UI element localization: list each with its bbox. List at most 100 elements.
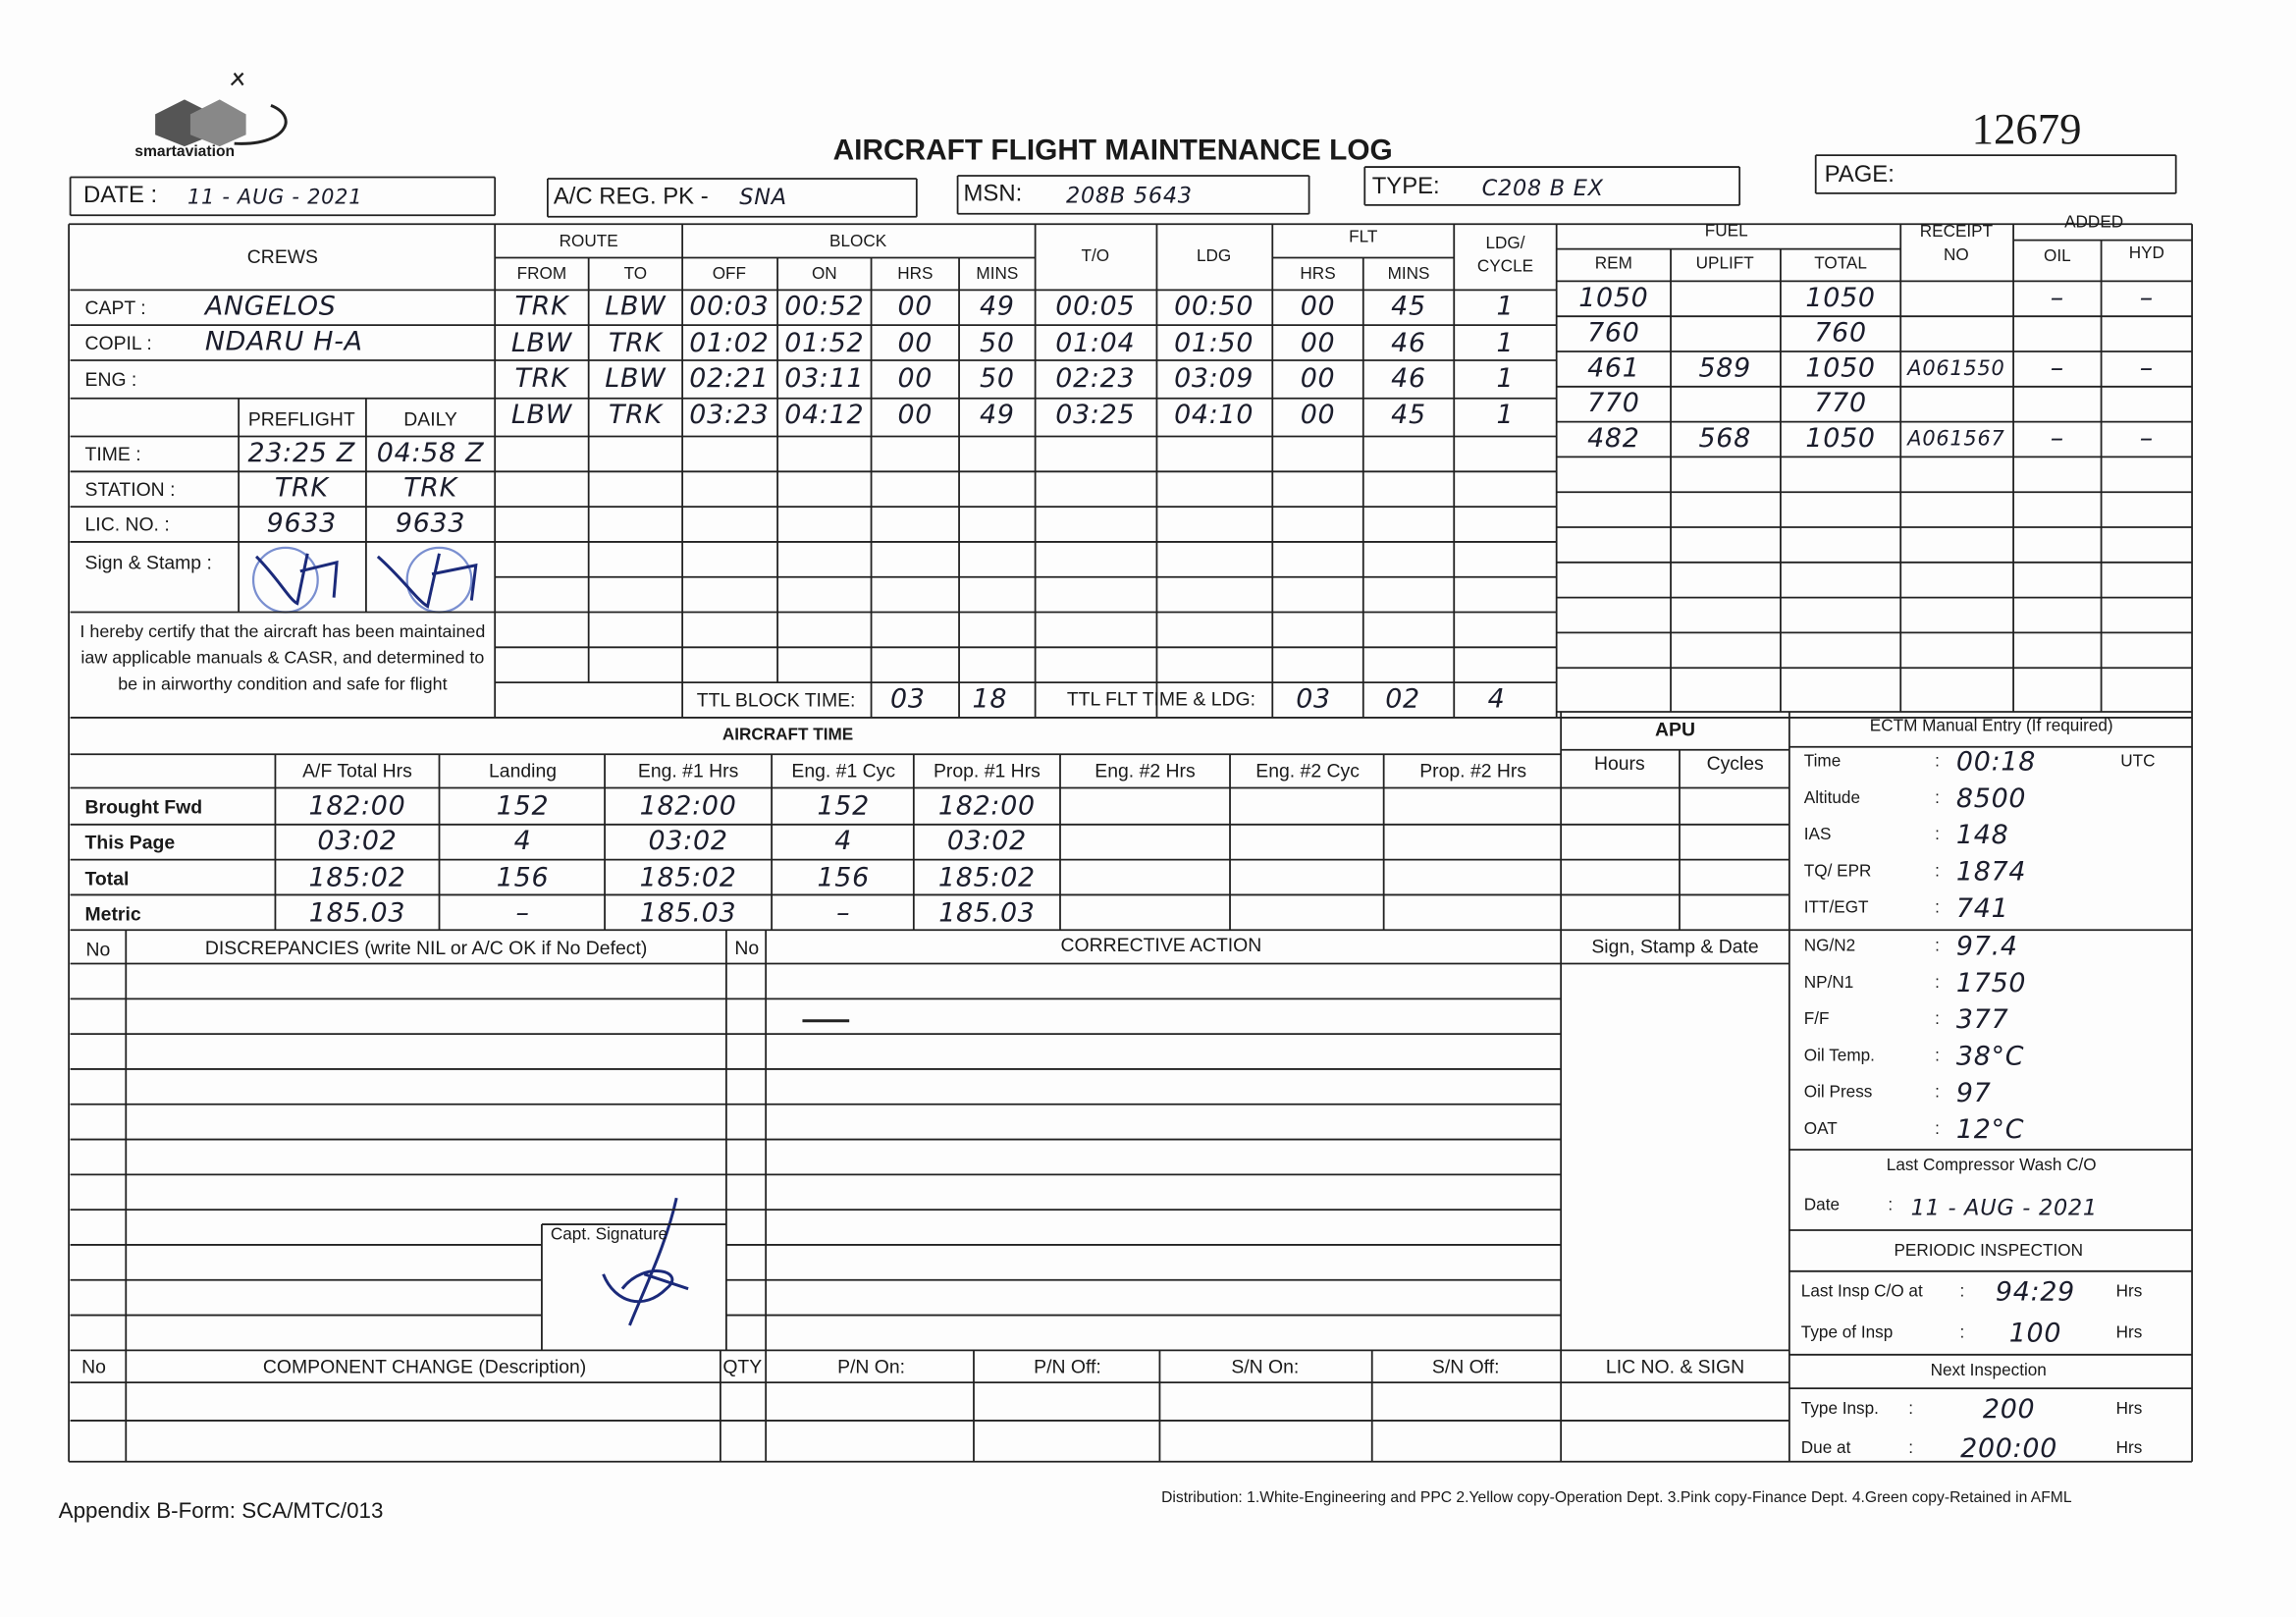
handwritten-value: 182:00 — [308, 790, 406, 822]
column-header: Prop. #2 Hrs — [1419, 759, 1527, 782]
column-group-header: FLT — [1349, 229, 1378, 246]
handwritten-value: 1050 — [1805, 282, 1876, 314]
unit: UTC — [2120, 753, 2156, 772]
handwritten-value: 1050 — [1578, 282, 1649, 314]
handwritten-value: 01:04 — [1055, 327, 1136, 358]
handwritten-value: – — [2050, 423, 2064, 455]
handwritten-value: 49 — [980, 291, 1015, 323]
handwritten-value: – — [836, 897, 851, 929]
separator: : — [1935, 863, 1940, 882]
handwritten-value: 1050 — [1805, 423, 1876, 455]
handwritten-value: 02:21 — [689, 362, 770, 395]
handwritten-value: 03:25 — [1055, 399, 1136, 430]
handwritten-value: TRK — [514, 291, 569, 323]
handwritten-value: 18 — [972, 683, 1008, 715]
column-header: CREWS — [246, 244, 318, 268]
field-label: Date — [1803, 1197, 1841, 1214]
signatures — [251, 546, 850, 1326]
field-label: PAGE: — [1824, 162, 1895, 188]
separator: : — [1935, 1047, 1940, 1065]
handwritten-value: 45 — [1391, 399, 1426, 430]
field-label: NG/N2 — [1803, 937, 1856, 955]
column-header: OIL — [2044, 247, 2071, 266]
handwritten-value: 00:18 — [1955, 746, 2037, 779]
handwritten-value: 11 - AUG - 2021 — [187, 186, 363, 210]
column-header: TO — [623, 265, 648, 284]
section-title: APU — [1655, 718, 1695, 741]
handwritten-value: LBW — [605, 362, 667, 395]
handwritten-value: 00:03 — [689, 291, 770, 323]
field-label: TIME : — [84, 443, 141, 465]
field-label: OAT — [1803, 1120, 1838, 1139]
handwritten-value: – — [2050, 352, 2064, 384]
handwritten-value: 1050 — [1805, 352, 1876, 384]
separator: : — [1959, 1283, 1965, 1302]
handwritten-value: – — [2139, 352, 2154, 384]
handwritten-value: 185:02 — [308, 862, 406, 893]
handwritten-value: LBW — [605, 291, 667, 323]
handwritten-value: 1 — [1496, 291, 1515, 323]
handwritten-value: LBW — [510, 327, 573, 358]
column-header: Prop. #1 Hrs — [933, 759, 1041, 782]
handwritten-value: 11 - AUG - 2021 — [1910, 1194, 2098, 1221]
total-label: TTL FLT TIME & LDG: — [1066, 687, 1256, 710]
handwritten-value: 185.03 — [639, 897, 737, 929]
handwritten-value: 589 — [1698, 352, 1751, 384]
handwritten-value: 741 — [1955, 893, 2009, 925]
column-header: LIC NO. & SIGN — [1605, 1355, 1745, 1377]
handwritten-value: 03:02 — [648, 826, 728, 858]
handwritten-value: 200 — [1982, 1394, 2036, 1426]
handwritten-value: 185.03 — [308, 897, 406, 929]
column-header: Landing — [489, 759, 558, 782]
column-header: No — [81, 1355, 106, 1377]
column-header: MINS — [976, 265, 1019, 284]
handwritten-value: 04:10 — [1174, 399, 1255, 430]
handwritten-value: TRK — [514, 362, 569, 395]
handwritten-value: 45 — [1391, 291, 1426, 323]
field-label: F/F — [1803, 1010, 1830, 1029]
handwritten-value: 01:02 — [689, 327, 770, 358]
handwritten-value: 03:23 — [689, 399, 770, 430]
field-label: Oil Press — [1803, 1084, 1873, 1102]
handwritten-value: – — [515, 897, 530, 929]
field-label: Last Insp C/O at — [1800, 1283, 1923, 1302]
column-header: Eng. #2 Cyc — [1255, 759, 1360, 782]
footer-text: Distribution: 1.White-Engineering and PP… — [1161, 1488, 2072, 1507]
handwritten-value: 12°C — [1955, 1114, 2025, 1146]
handwritten-value: 03:02 — [317, 826, 398, 858]
column-header: UPLIFT — [1695, 254, 1754, 273]
handwritten-value: 1 — [1496, 399, 1515, 430]
column-header: Eng. #2 Hrs — [1095, 759, 1196, 782]
handwritten-value: 02:23 — [1055, 362, 1136, 395]
unit: Hrs — [2115, 1439, 2143, 1458]
handwritten-value: TRK — [403, 472, 458, 505]
handwritten-value: 00 — [1300, 399, 1336, 430]
field-label: A/C REG. PK - — [553, 184, 709, 210]
handwritten-value: A061567 — [1907, 427, 2005, 452]
handwritten-value: TRK — [608, 399, 663, 430]
handwritten-value: 50 — [980, 327, 1015, 358]
column-header: COMPONENT CHANGE (Description) — [262, 1355, 587, 1377]
column-header: TOTAL — [1814, 254, 1867, 273]
field-label: NP/N1 — [1803, 973, 1854, 992]
handwritten-value: 461 — [1587, 352, 1640, 384]
field-label: TYPE: — [1371, 174, 1440, 199]
section-title: ECTM Manual Entry (If required) — [1869, 718, 2113, 736]
field-label: LIC. NO. : — [84, 512, 170, 536]
column-header: P/N On: — [837, 1355, 906, 1377]
crew-role: CAPT : — [84, 296, 146, 319]
column-header: Cycles — [1706, 751, 1764, 775]
form-title: AIRCRAFT FLIGHT MAINTENANCE LOG — [832, 135, 1393, 168]
field-label: Oil Temp. — [1803, 1047, 1875, 1065]
handwritten-value: 770 — [1587, 388, 1640, 419]
handwritten-value: 760 — [1814, 317, 1867, 350]
column-header: PREFLIGHT — [247, 407, 355, 430]
unit: Hrs — [2115, 1400, 2143, 1419]
row-label: Metric — [84, 902, 141, 925]
handwritten-value: 50 — [980, 362, 1015, 395]
certification-text: I hereby certify that the aircraft has b… — [80, 620, 486, 695]
column-header: ON — [811, 265, 837, 284]
handwritten-value: 4 — [513, 826, 532, 858]
logo-text: smartaviation — [134, 142, 236, 161]
